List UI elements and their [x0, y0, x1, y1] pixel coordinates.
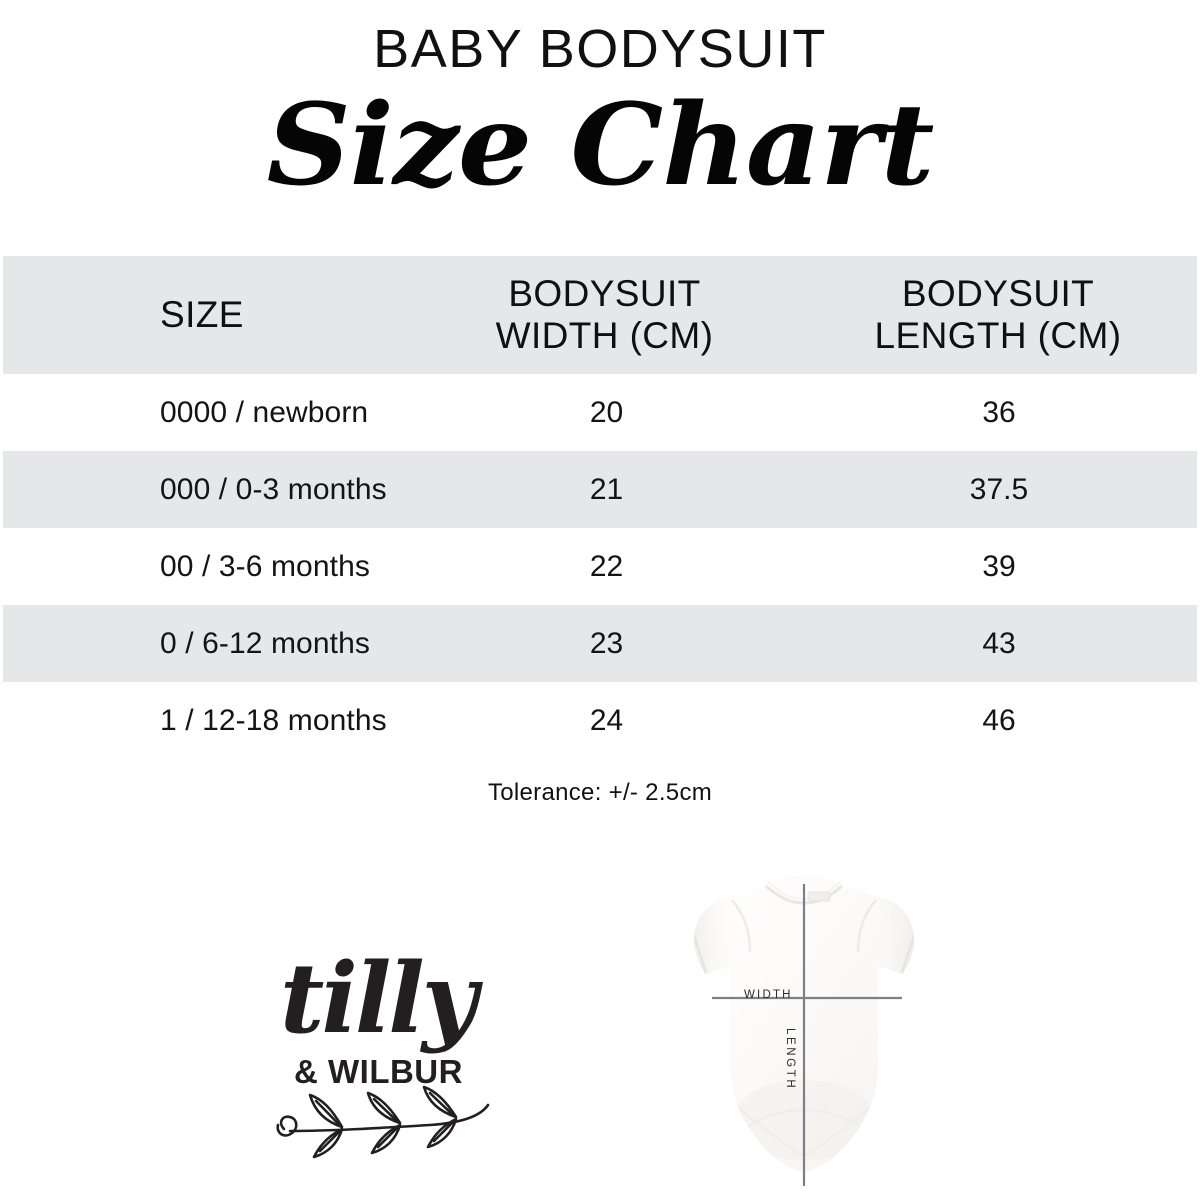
script-subtitle: Size Chart: [266, 80, 935, 211]
cell-size: 00 / 3-6 months: [160, 549, 370, 583]
cell-length: 37.5: [969, 472, 1029, 506]
column-header-width-line2: WIDTH (CM): [495, 315, 714, 356]
cell-size: 1 / 12-18 months: [160, 703, 387, 737]
table-header-row: SIZE BODYSUIT WIDTH (CM) BODYSUIT LENGTH…: [3, 256, 1197, 374]
length-label: LENGTH: [784, 1028, 796, 1091]
cell-width: 20: [589, 395, 624, 429]
column-header-length-line1: BODYSUIT: [901, 272, 1095, 314]
header-block: BABY BODYSUIT Size Chart: [0, 0, 1200, 202]
garment-tag: [807, 891, 831, 902]
size-chart-table: SIZE BODYSUIT WIDTH (CM) BODYSUIT LENGTH…: [3, 256, 1197, 759]
table-row: 0 / 6-12 months 23 43: [3, 605, 1197, 682]
column-header-width-line1: BODYSUIT: [508, 272, 701, 314]
cell-length: 46: [982, 703, 1016, 737]
table-row: 00 / 3-6 months 22 39: [3, 528, 1197, 605]
column-header-width: BODYSUIT WIDTH (CM): [412, 273, 797, 357]
page-title: BABY BODYSUIT: [373, 19, 827, 79]
bodysuit-diagram: WIDTH LENGTH: [688, 870, 920, 1190]
cell-length: 36: [982, 395, 1016, 429]
table-row: 000 / 0-3 months 21 37.5: [3, 451, 1197, 528]
cell-length: 43: [982, 626, 1016, 660]
measurement-guides: [712, 884, 902, 1186]
cell-length: 39: [982, 549, 1016, 583]
tolerance-note: Tolerance: +/- 2.5cm: [487, 779, 713, 806]
table-row: 1 / 12-18 months 24 46: [3, 682, 1197, 759]
width-label: WIDTH: [744, 989, 793, 1001]
cell-size: 000 / 0-3 months: [160, 472, 387, 506]
column-header-length-line2: LENGTH (CM): [874, 315, 1122, 356]
column-header-length: BODYSUIT LENGTH (CM): [801, 273, 1195, 357]
cell-size: 0 / 6-12 months: [160, 626, 370, 660]
cell-width: 22: [589, 549, 624, 583]
table-row: 0000 / newborn 20 36: [3, 374, 1197, 451]
column-header-size: SIZE: [160, 293, 244, 335]
cell-width: 24: [589, 703, 624, 737]
cell-size: 0000 / newborn: [160, 395, 369, 429]
cell-width: 21: [589, 472, 624, 506]
brand-name-sub: & WILBUR: [294, 1053, 463, 1090]
brand-name-script: tilly: [280, 942, 478, 1055]
cell-width: 23: [589, 626, 624, 660]
leaf-branch-icon: [270, 1083, 530, 1163]
brand-logo: tilly & WILBUR: [270, 945, 550, 1160]
